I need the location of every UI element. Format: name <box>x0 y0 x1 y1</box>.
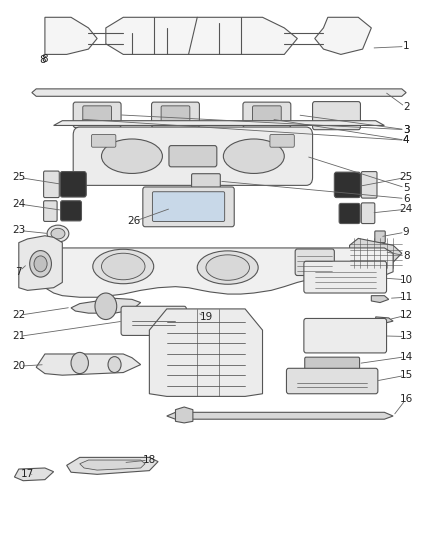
Polygon shape <box>19 236 62 290</box>
Ellipse shape <box>223 139 284 173</box>
Text: 20: 20 <box>12 361 25 371</box>
FancyBboxPatch shape <box>143 187 234 227</box>
Polygon shape <box>176 407 193 423</box>
Text: 12: 12 <box>399 310 413 320</box>
Text: 7: 7 <box>15 267 22 277</box>
Circle shape <box>95 293 117 319</box>
FancyBboxPatch shape <box>44 171 59 198</box>
Text: 14: 14 <box>399 352 413 361</box>
Polygon shape <box>36 354 141 375</box>
Polygon shape <box>32 89 406 96</box>
Circle shape <box>194 313 201 321</box>
FancyBboxPatch shape <box>313 102 360 130</box>
Circle shape <box>108 357 121 373</box>
FancyBboxPatch shape <box>304 261 387 293</box>
Ellipse shape <box>51 228 65 239</box>
FancyBboxPatch shape <box>191 174 220 189</box>
Text: 17: 17 <box>21 470 34 479</box>
Text: 11: 11 <box>399 292 413 302</box>
Text: 1: 1 <box>403 42 410 52</box>
Ellipse shape <box>197 251 258 284</box>
FancyBboxPatch shape <box>73 102 121 127</box>
Text: 4: 4 <box>403 135 410 146</box>
Polygon shape <box>67 457 158 474</box>
Text: 2: 2 <box>403 102 410 112</box>
FancyBboxPatch shape <box>161 106 190 124</box>
FancyBboxPatch shape <box>304 318 387 353</box>
Ellipse shape <box>93 249 154 284</box>
Ellipse shape <box>47 225 69 242</box>
FancyBboxPatch shape <box>253 106 281 124</box>
FancyBboxPatch shape <box>334 172 360 198</box>
Ellipse shape <box>206 255 250 280</box>
FancyBboxPatch shape <box>295 249 334 276</box>
FancyBboxPatch shape <box>286 368 378 394</box>
Text: 8: 8 <box>39 55 46 64</box>
Text: 13: 13 <box>399 332 413 342</box>
Text: 21: 21 <box>12 332 25 342</box>
Text: 16: 16 <box>399 394 413 404</box>
Ellipse shape <box>102 253 145 280</box>
Text: 8: 8 <box>42 54 48 64</box>
FancyBboxPatch shape <box>60 172 86 197</box>
Text: 26: 26 <box>127 216 141 227</box>
Polygon shape <box>14 468 53 481</box>
Text: 25: 25 <box>12 172 25 182</box>
Polygon shape <box>71 298 141 313</box>
FancyBboxPatch shape <box>375 231 385 243</box>
Text: 8: 8 <box>403 251 410 261</box>
Text: 4: 4 <box>403 135 410 146</box>
Text: 19: 19 <box>199 312 212 322</box>
Polygon shape <box>350 238 402 268</box>
Text: 9: 9 <box>403 227 410 237</box>
Circle shape <box>30 251 51 277</box>
Polygon shape <box>36 248 393 297</box>
Ellipse shape <box>102 139 162 173</box>
FancyBboxPatch shape <box>361 172 377 198</box>
FancyBboxPatch shape <box>339 204 360 223</box>
Text: 3: 3 <box>403 125 410 135</box>
Text: 10: 10 <box>399 274 413 285</box>
Polygon shape <box>167 413 393 419</box>
FancyBboxPatch shape <box>152 102 199 127</box>
Polygon shape <box>315 17 371 54</box>
Text: 25: 25 <box>399 172 413 182</box>
Text: 23: 23 <box>12 225 25 236</box>
FancyBboxPatch shape <box>169 146 217 167</box>
Polygon shape <box>106 17 297 54</box>
Text: 18: 18 <box>143 455 156 465</box>
Polygon shape <box>376 317 393 323</box>
Text: 24: 24 <box>399 204 413 214</box>
Text: 22: 22 <box>12 310 25 320</box>
Circle shape <box>34 256 47 272</box>
Polygon shape <box>45 17 97 54</box>
FancyBboxPatch shape <box>92 134 116 147</box>
Text: 3: 3 <box>403 125 410 135</box>
FancyBboxPatch shape <box>44 201 57 221</box>
FancyBboxPatch shape <box>60 201 81 221</box>
Polygon shape <box>80 460 145 470</box>
FancyBboxPatch shape <box>361 203 375 223</box>
FancyBboxPatch shape <box>83 106 112 124</box>
FancyBboxPatch shape <box>121 306 186 335</box>
Text: 15: 15 <box>399 370 413 380</box>
FancyBboxPatch shape <box>73 127 313 185</box>
FancyBboxPatch shape <box>305 357 360 370</box>
Polygon shape <box>53 120 385 125</box>
Text: 24: 24 <box>12 199 25 209</box>
Text: 6: 6 <box>403 193 410 204</box>
Circle shape <box>71 352 88 374</box>
FancyBboxPatch shape <box>270 134 294 147</box>
Polygon shape <box>371 296 389 303</box>
FancyBboxPatch shape <box>152 192 225 221</box>
FancyBboxPatch shape <box>243 102 291 127</box>
Text: 5: 5 <box>403 183 410 193</box>
Polygon shape <box>149 309 262 397</box>
